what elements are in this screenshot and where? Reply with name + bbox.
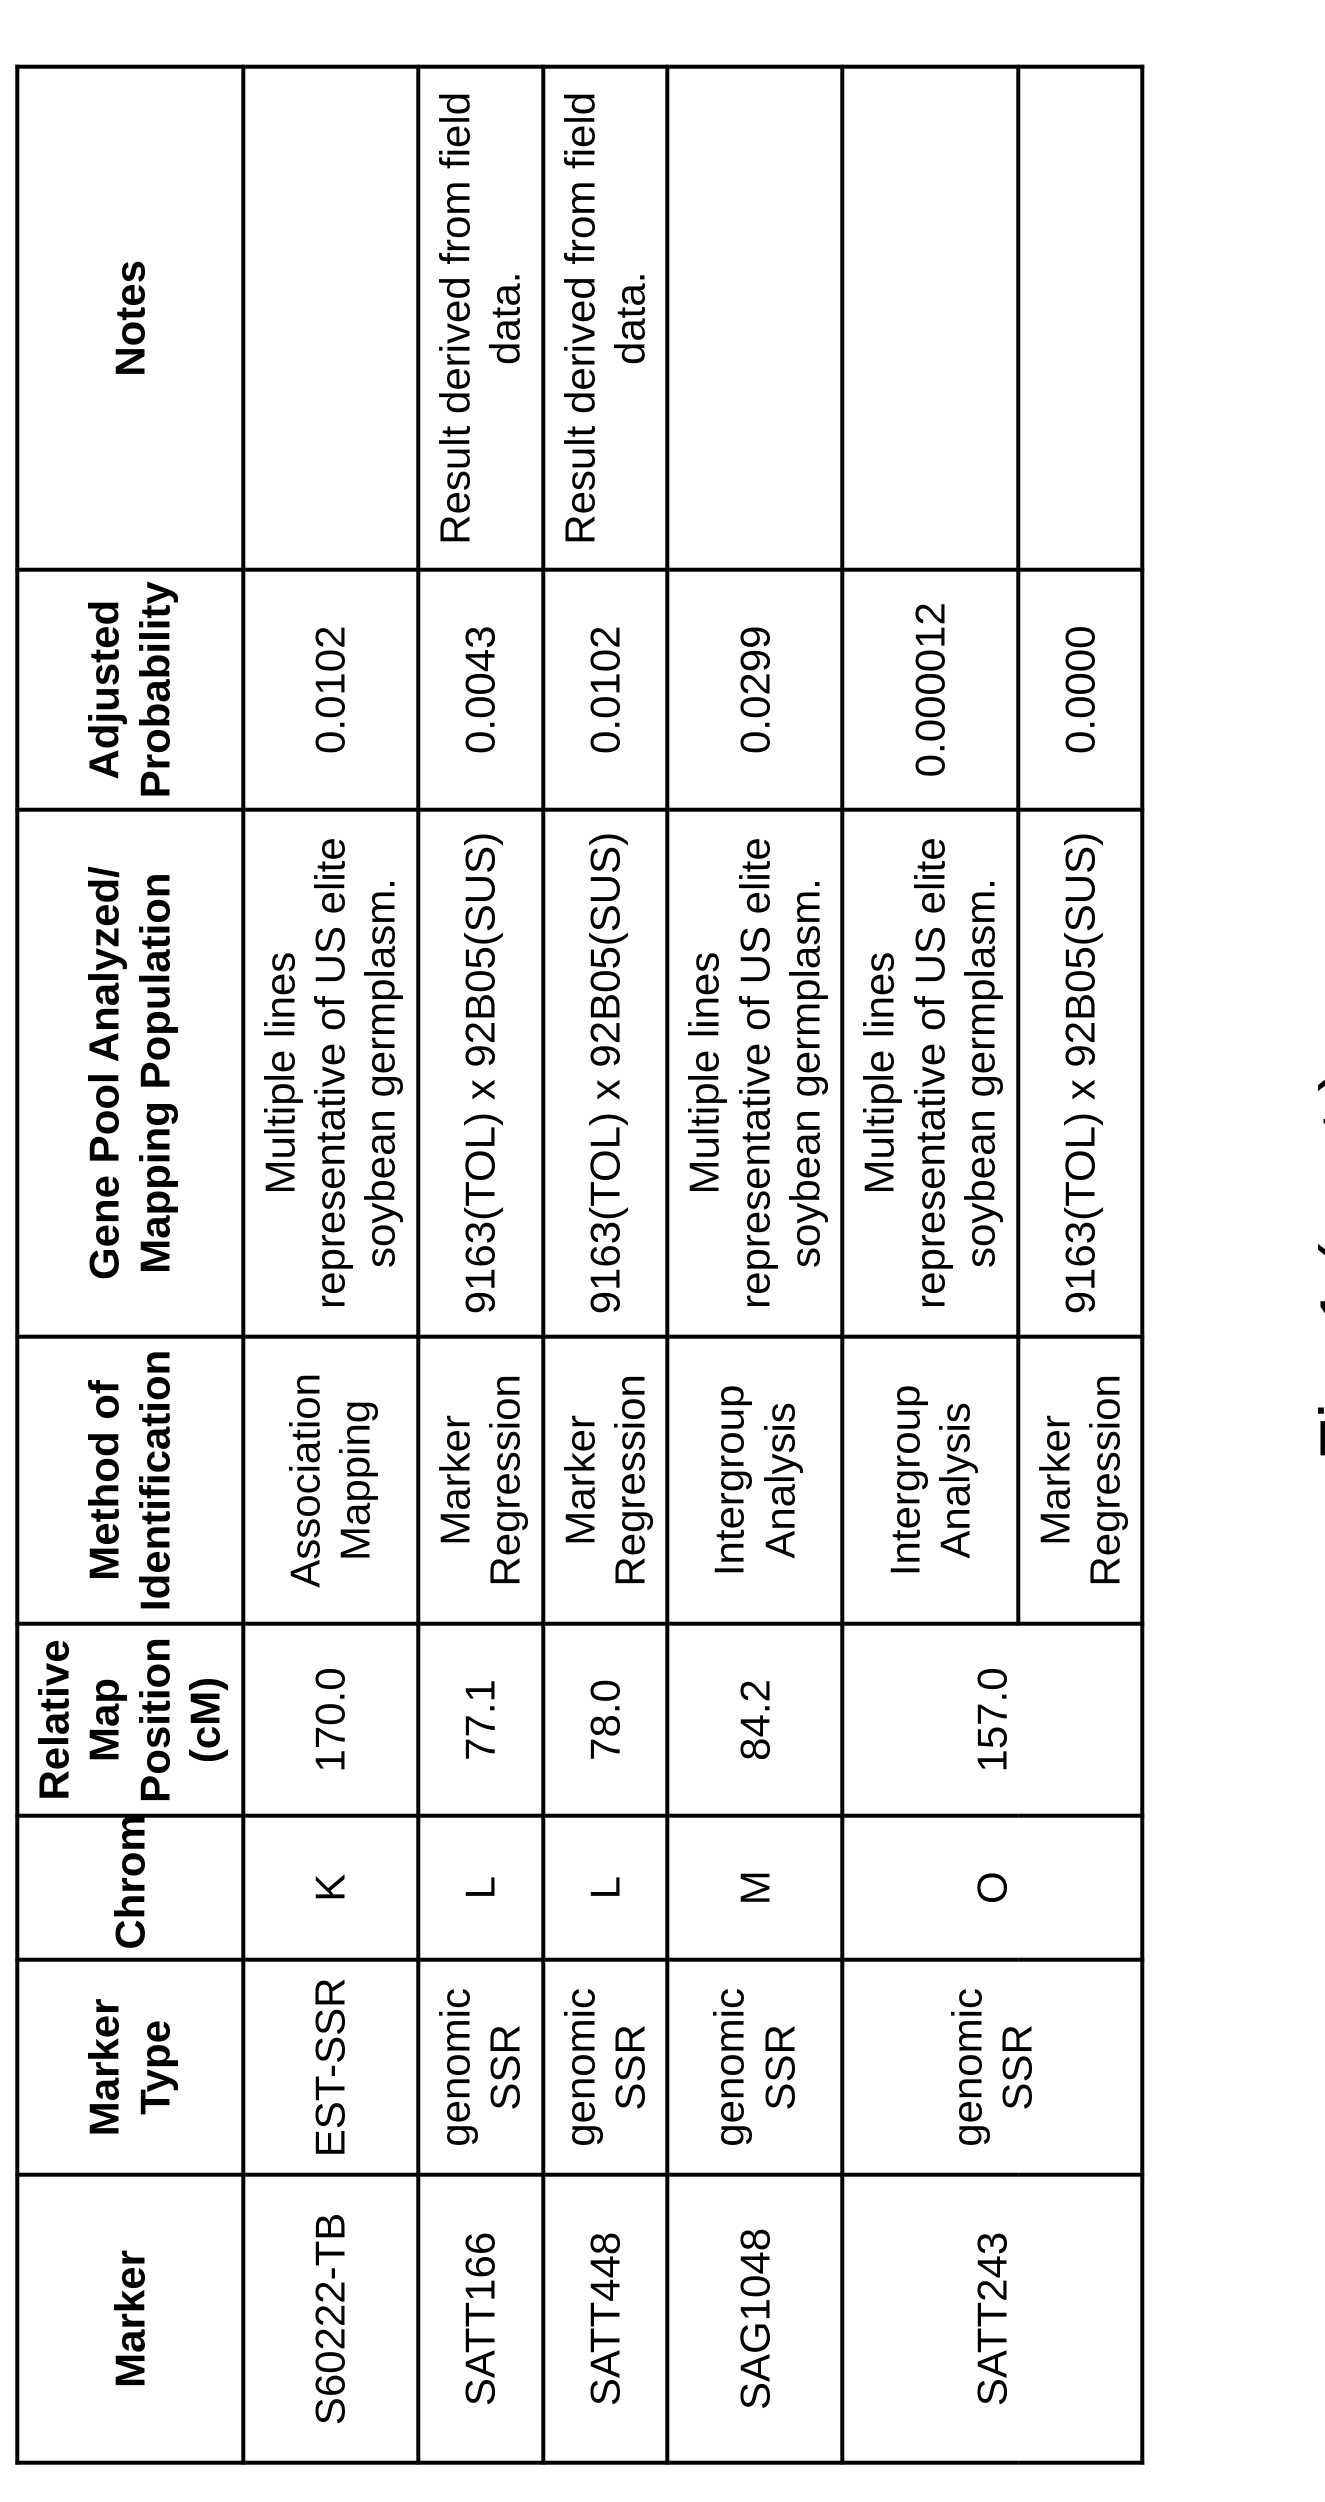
col-header-pool: Gene Pool Analyzed/ Mapping Population xyxy=(17,810,243,1337)
cell-pool: 9163(TOL) x 92B05(SUS) xyxy=(418,810,543,1337)
cell-marker: SAG1048 xyxy=(668,2175,843,2463)
cell-method: Intergroup Analysis xyxy=(668,1337,843,1625)
col-header-method: Method of Identification xyxy=(17,1337,243,1625)
cell-marker-type: EST-SSR xyxy=(243,1960,418,2176)
cell-marker: SATT243 xyxy=(843,2175,1143,2463)
col-header-notes: Notes xyxy=(17,67,243,570)
cell-chrom: K xyxy=(243,1816,418,1960)
cell-position: 78.0 xyxy=(543,1624,668,1816)
cell-marker-type: genomic SSR xyxy=(418,1960,543,2176)
cell-notes: Result derived from field data. xyxy=(543,67,668,570)
cell-pool: 9163(TOL) x 92B05(SUS) xyxy=(543,810,668,1337)
cell-marker: SATT166 xyxy=(418,2175,543,2463)
cell-pool: Multiple lines representative of US elit… xyxy=(243,810,418,1337)
cell-position: 77.1 xyxy=(418,1624,543,1816)
cell-pool: 9163(TOL) x 92B05(SUS) xyxy=(1018,810,1143,1337)
cell-chrom: M xyxy=(668,1816,843,1960)
table-row: SATT166 genomic SSR L 77.1 Marker Regres… xyxy=(418,67,543,2463)
cell-method: Intergroup Analysis xyxy=(843,1337,1018,1625)
cell-marker-type: genomic SSR xyxy=(543,1960,668,2176)
cell-notes: Result derived from field data. xyxy=(418,67,543,570)
cell-chrom: O xyxy=(843,1816,1143,1960)
cell-pool: Multiple lines representative of US elit… xyxy=(668,810,843,1337)
cell-probability: 0.0043 xyxy=(418,570,543,810)
col-header-marker: Marker xyxy=(17,2175,243,2463)
cell-probability: 0.0000 xyxy=(1018,570,1143,810)
cell-notes xyxy=(668,67,843,570)
cell-probability: 0.0102 xyxy=(543,570,668,810)
cell-notes xyxy=(243,67,418,570)
page-content: Marker Marker Type Chrom Relative Map Po… xyxy=(15,65,1325,2465)
cell-probability: 0.000012 xyxy=(843,570,1018,810)
table-row: SATT448 genomic SSR L 78.0 Marker Regres… xyxy=(543,67,668,2463)
cell-marker-type: genomic SSR xyxy=(668,1960,843,2176)
cell-position: 170.0 xyxy=(243,1624,418,1816)
cell-position: 157.0 xyxy=(843,1624,1143,1816)
table-header-row: Marker Marker Type Chrom Relative Map Po… xyxy=(17,67,243,2463)
cell-probability: 0.0299 xyxy=(668,570,843,810)
table-row: S60222-TB EST-SSR K 170.0 Association Ma… xyxy=(243,67,418,2463)
cell-probability: 0.0102 xyxy=(243,570,418,810)
cell-marker-type: genomic SSR xyxy=(843,1960,1143,2176)
cell-marker: SATT448 xyxy=(543,2175,668,2463)
col-header-chrom: Chrom xyxy=(17,1816,243,1960)
col-header-marker-type: Marker Type xyxy=(17,1960,243,2176)
cell-marker: S60222-TB xyxy=(243,2175,418,2463)
cell-chrom: L xyxy=(543,1816,668,1960)
table-row: SAG1048 genomic SSR M 84.2 Intergroup An… xyxy=(668,67,843,2463)
cell-method: Marker Regression xyxy=(543,1337,668,1625)
cell-notes xyxy=(843,67,1018,570)
cell-pool: Multiple lines representative of US elit… xyxy=(843,810,1018,1337)
cell-method: Association Mapping xyxy=(243,1337,418,1625)
table-row: SATT243 genomic SSR O 157.0 Intergroup A… xyxy=(843,67,1018,2463)
cell-method: Marker Regression xyxy=(418,1337,543,1625)
col-header-probability: Adjusted Probability xyxy=(17,570,243,810)
figure-caption: Fig. 1 (cont.) xyxy=(1305,65,1325,2465)
cell-notes xyxy=(1018,67,1143,570)
cell-chrom: L xyxy=(418,1816,543,1960)
cell-method: Marker Regression xyxy=(1018,1337,1143,1625)
col-header-position: Relative Map Position (cM) xyxy=(17,1624,243,1816)
marker-table: Marker Marker Type Chrom Relative Map Po… xyxy=(15,65,1144,2465)
cell-position: 84.2 xyxy=(668,1624,843,1816)
table-body: S60222-TB EST-SSR K 170.0 Association Ma… xyxy=(243,67,1143,2463)
